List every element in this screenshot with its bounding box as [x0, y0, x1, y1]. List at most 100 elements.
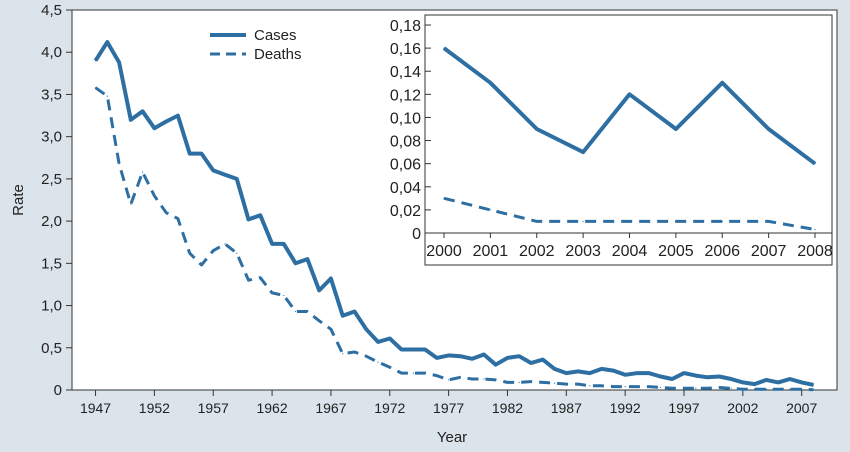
- inset-plot-area: [424, 14, 833, 266]
- inset-cases-point: [675, 128, 677, 130]
- main-cases-point: [553, 368, 556, 370]
- main-y-tick-label: 0,5: [41, 340, 62, 357]
- main-cases-point: [400, 348, 403, 351]
- inset-deaths-point: [721, 220, 723, 223]
- inset-x-tick-label: 2000: [426, 243, 462, 260]
- main-deaths-point: [118, 163, 120, 165]
- inset-cases-point: [628, 93, 631, 95]
- main-deaths-point: [106, 95, 108, 97]
- main-x-tick-label: 1952: [139, 400, 170, 416]
- inset-x-tick-label: 2001: [473, 243, 509, 260]
- main-series-lines: [93, 40, 815, 392]
- main-deaths-point: [342, 353, 344, 355]
- main-cases-point: [271, 243, 273, 245]
- main-deaths-point: [377, 361, 379, 363]
- main-cases-point: [130, 119, 132, 121]
- main-deaths-point: [365, 355, 367, 357]
- main-cases-point: [754, 383, 756, 385]
- inset-y-tick-label: 0: [412, 226, 421, 243]
- main-deaths-point: [706, 387, 709, 389]
- main-deaths-point: [612, 386, 614, 388]
- main-x-tick-label: 2002: [727, 400, 758, 416]
- inset-y-tick-label: 0,08: [390, 134, 421, 151]
- inset-cases-point: [768, 128, 770, 130]
- main-deaths-point: [695, 387, 697, 389]
- main-deaths-point: [247, 279, 250, 281]
- main-cases-point: [436, 357, 438, 359]
- main-deaths-point: [542, 381, 544, 383]
- main-cases-point: [142, 110, 144, 112]
- main-cases-point: [353, 310, 356, 313]
- main-cases-point: [153, 127, 155, 129]
- inset-cases-point: [721, 82, 723, 84]
- main-cases-point: [471, 358, 473, 360]
- main-deaths-point: [765, 388, 767, 390]
- inset-deaths-point: [768, 220, 770, 223]
- inset-cases-point: [814, 163, 816, 165]
- main-cases-point: [777, 381, 779, 383]
- main-deaths-point: [659, 386, 662, 389]
- main-deaths-point: [306, 310, 308, 313]
- main-cases-point: [530, 362, 532, 364]
- main-deaths-point: [624, 386, 626, 388]
- main-cases-point: [212, 169, 214, 172]
- main-cases-point: [459, 355, 461, 357]
- main-x-tick-label: 1947: [80, 400, 111, 416]
- main-cases-point: [506, 357, 509, 359]
- main-deaths-point: [718, 386, 720, 389]
- main-deaths-point: [495, 379, 497, 381]
- inset-deaths-point: [443, 197, 445, 199]
- main-cases-point: [671, 378, 673, 380]
- main-x-tick-label: 1972: [374, 400, 405, 416]
- main-y-axis: 0 0,5 1,0 1,5 2,0 2,5 3,0 3,5 4,0 4,5: [41, 2, 72, 399]
- main-y-tick-label: 4,5: [41, 2, 62, 19]
- main-cases-point: [306, 258, 308, 260]
- inset-deaths-point: [628, 220, 631, 223]
- main-cases-point: [365, 328, 367, 330]
- main-cases-point: [659, 375, 662, 378]
- main-deaths-point: [389, 366, 391, 368]
- main-cases-point: [518, 355, 520, 357]
- main-cases-point: [165, 120, 167, 123]
- main-cases-point: [342, 315, 344, 317]
- main-cases-point: [648, 372, 650, 374]
- main-deaths-point: [353, 351, 356, 353]
- main-deaths-point: [142, 171, 144, 173]
- inset-deaths-point: [582, 220, 584, 223]
- main-deaths-point: [601, 385, 603, 387]
- main-cases-point: [189, 152, 191, 155]
- main-y-axis-label: Rate: [10, 184, 27, 216]
- main-cases-point: [247, 218, 250, 221]
- inset-y-tick-label: 0,04: [390, 180, 421, 197]
- main-cases-point: [624, 374, 626, 376]
- inset-x-tick-label: 2006: [704, 243, 740, 260]
- main-deaths-point: [259, 277, 261, 279]
- main-x-tick-label: 1987: [551, 400, 582, 416]
- main-deaths-point: [436, 375, 438, 377]
- main-deaths-point: [400, 372, 403, 374]
- inset-x-tick-label: 2003: [565, 243, 601, 260]
- inset-cases-point: [489, 82, 491, 84]
- main-deaths-point: [530, 380, 532, 383]
- main-series-cases-line: [93, 40, 814, 387]
- main-deaths-point: [789, 388, 791, 390]
- main-deaths-point: [636, 386, 638, 388]
- inset-cases-point: [582, 151, 584, 153]
- main-cases-point: [483, 353, 485, 356]
- main-deaths-point: [565, 383, 567, 385]
- main-deaths-point: [424, 372, 426, 374]
- main-cases-point: [812, 384, 815, 386]
- main-deaths-point: [153, 195, 155, 197]
- main-deaths-point: [224, 243, 226, 245]
- main-deaths-point: [177, 217, 179, 220]
- main-deaths-point: [518, 381, 520, 383]
- main-cases-point: [577, 370, 579, 373]
- inset-deaths-point: [536, 220, 538, 223]
- main-deaths-point: [212, 250, 214, 252]
- main-deaths-point: [459, 376, 461, 378]
- inset-y-tick-label: 0,02: [390, 203, 421, 220]
- main-cases-point: [789, 378, 791, 380]
- main-cases-point: [730, 378, 732, 380]
- main-cases-point: [424, 348, 426, 351]
